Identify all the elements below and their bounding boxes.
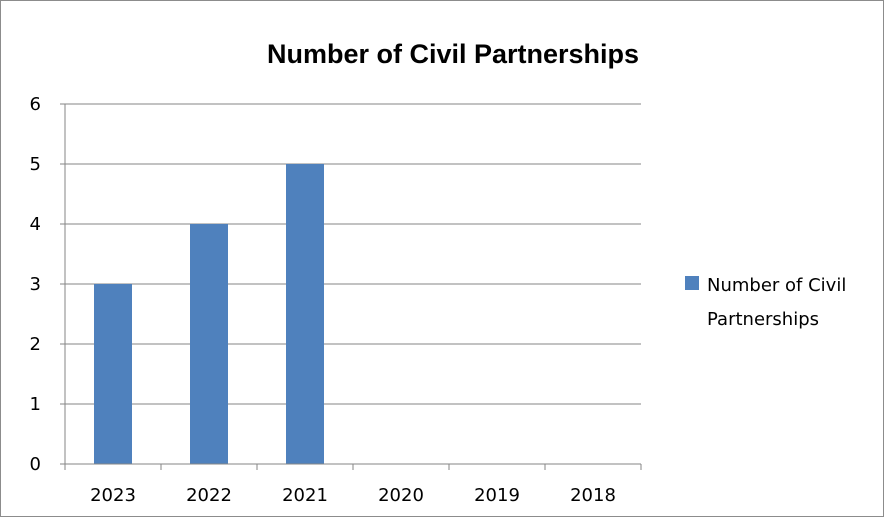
axes <box>60 103 642 470</box>
y-tick-label: 6 <box>30 94 41 115</box>
chart-title: Number of Civil Partnerships <box>267 39 639 69</box>
y-tick-label: 1 <box>30 394 41 415</box>
x-tick-label: 2021 <box>282 485 328 506</box>
y-tick-label: 0 <box>30 454 41 475</box>
bar-2022 <box>190 224 228 464</box>
bar-2021 <box>286 164 324 464</box>
x-tick-label: 2022 <box>186 485 232 506</box>
bar-2023 <box>94 284 132 464</box>
bars <box>94 164 324 464</box>
x-tick-label: 2018 <box>570 485 616 506</box>
x-tick-label: 2020 <box>378 485 424 506</box>
x-tick-label: 2019 <box>474 485 520 506</box>
y-tick-label: 4 <box>30 214 41 235</box>
legend-swatch <box>685 276 699 290</box>
y-tick-label: 2 <box>30 334 41 355</box>
x-axis-tick-labels: 2023 2022 2021 2020 2019 2018 <box>90 485 616 506</box>
legend-label-line-2: Partnerships <box>707 309 819 330</box>
y-tick-label: 3 <box>30 274 41 295</box>
gridlines <box>65 103 641 405</box>
legend: Number of Civil Partnerships <box>685 275 846 330</box>
x-tick-label: 2023 <box>90 485 136 506</box>
y-axis-tick-labels: 0 1 2 3 4 5 6 <box>30 94 41 475</box>
legend-label-line-1: Number of Civil <box>707 275 846 296</box>
y-tick-label: 5 <box>30 154 41 175</box>
